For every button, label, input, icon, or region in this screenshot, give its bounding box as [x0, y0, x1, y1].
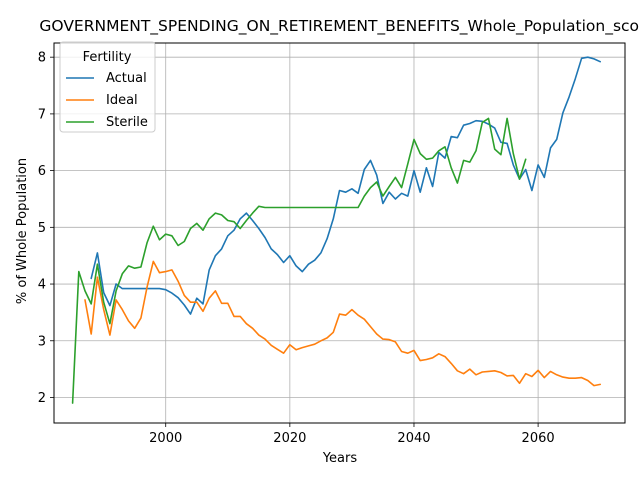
y-axis-label: % of Whole Population	[15, 158, 30, 304]
y-tick-label: 6	[38, 164, 46, 179]
legend-label-sterile: Sterile	[106, 115, 148, 130]
legend: Fertility Actual Ideal Sterile	[59, 41, 156, 133]
series-line-actual	[90, 56, 602, 315]
y-tick-label: 8	[38, 51, 46, 66]
chart-title: GOVERNMENT_SPENDING_ON_RETIREMENT_BENEFI…	[39, 17, 640, 36]
legend-label-actual: Actual	[106, 71, 147, 86]
legend-entries: Actual Ideal Sterile	[66, 71, 148, 130]
series-lines	[71, 56, 602, 404]
x-axis-label: Years	[322, 451, 358, 466]
x-tick-label: 2060	[522, 431, 555, 446]
series-line-ideal	[84, 260, 602, 387]
y-tick-label: 2	[38, 391, 46, 406]
y-tick-label: 4	[38, 278, 46, 293]
grid-lines	[54, 43, 625, 423]
axis-ticks: 2000 2020 2040 2060 2 3 4 5 6 7 8	[38, 51, 555, 446]
legend-label-ideal: Ideal	[106, 93, 138, 108]
legend-title: Fertility	[83, 50, 132, 65]
x-tick-label: 2020	[273, 431, 306, 446]
plot-frame	[53, 42, 626, 424]
y-tick-label: 7	[38, 107, 46, 122]
y-tick-label: 3	[38, 334, 46, 349]
x-tick-label: 2040	[397, 431, 430, 446]
y-tick-label: 5	[38, 221, 46, 236]
series-line-sterile	[71, 117, 527, 404]
x-tick-label: 2000	[149, 431, 182, 446]
legend-box	[59, 41, 156, 133]
